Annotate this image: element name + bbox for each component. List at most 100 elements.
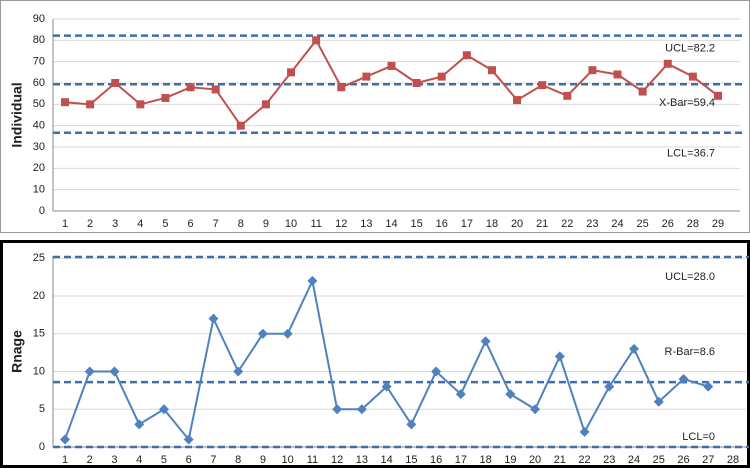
data-point bbox=[653, 396, 664, 407]
x-tick-label: 11 bbox=[307, 454, 318, 466]
y-tick-label: 70 bbox=[33, 56, 45, 68]
x-tick-label: 9 bbox=[263, 218, 269, 230]
x-tick-label: 2 bbox=[87, 454, 93, 466]
x-tick-label: 15 bbox=[405, 454, 417, 466]
data-point bbox=[505, 389, 516, 400]
x-tick-label: 21 bbox=[554, 454, 566, 466]
data-point bbox=[431, 366, 442, 377]
data-point bbox=[663, 59, 672, 68]
data-point bbox=[688, 72, 697, 81]
data-point bbox=[554, 351, 565, 362]
y-tick-label: 25 bbox=[33, 252, 45, 264]
data-point bbox=[134, 419, 145, 430]
top-panel bbox=[0, 0, 750, 233]
data-point bbox=[186, 83, 195, 92]
bottom-panel bbox=[0, 240, 750, 468]
x-tick-label: 18 bbox=[479, 454, 491, 466]
y-tick-label: 0 bbox=[39, 441, 45, 453]
data-point bbox=[437, 72, 446, 81]
y-tick-label: 80 bbox=[33, 34, 45, 46]
x-tick-label: 7 bbox=[213, 218, 219, 230]
x-tick-label: 23 bbox=[603, 454, 615, 466]
x-tick-label: 27 bbox=[702, 454, 714, 466]
x-tick-label: 4 bbox=[137, 218, 143, 230]
x-tick-label: 26 bbox=[662, 218, 674, 230]
data-point bbox=[455, 389, 466, 400]
x-tick-label: 8 bbox=[238, 218, 244, 230]
data-point bbox=[282, 328, 293, 339]
x-tick-label: 17 bbox=[461, 218, 473, 230]
x-tick-label: 7 bbox=[210, 454, 216, 466]
data-point bbox=[236, 121, 245, 130]
data-point bbox=[211, 85, 220, 94]
data-point bbox=[381, 381, 392, 392]
data-point bbox=[714, 91, 722, 100]
x-tick-label: 13 bbox=[356, 454, 368, 466]
data-point bbox=[60, 434, 70, 445]
x-tick-label: 14 bbox=[381, 454, 393, 466]
data-point bbox=[406, 419, 417, 430]
y-tick-label: 5 bbox=[39, 403, 45, 415]
x-tick-label: 20 bbox=[511, 218, 523, 230]
data-point bbox=[111, 79, 120, 87]
data-point bbox=[703, 381, 714, 392]
x-tick-label: 21 bbox=[536, 218, 548, 230]
data-point bbox=[678, 374, 689, 385]
y-tick-label: 50 bbox=[33, 98, 45, 110]
y-tick-label: 40 bbox=[33, 120, 45, 132]
data-point bbox=[638, 87, 647, 96]
data-point bbox=[61, 98, 69, 107]
x-tick-label: 5 bbox=[162, 218, 168, 230]
x-tick-label: 4 bbox=[136, 454, 142, 466]
data-point bbox=[158, 404, 169, 415]
data-point bbox=[161, 93, 170, 102]
control-limit-label: LCL=0 bbox=[682, 431, 715, 443]
x-tick-label: 12 bbox=[331, 454, 343, 466]
data-point bbox=[109, 366, 120, 377]
x-tick-label: 28 bbox=[687, 218, 699, 230]
data-point bbox=[233, 366, 244, 377]
data-point bbox=[337, 83, 346, 92]
x-tick-label: 3 bbox=[111, 454, 117, 466]
x-tick-label: 24 bbox=[611, 218, 623, 230]
data-point bbox=[387, 61, 396, 70]
data-point bbox=[86, 100, 95, 109]
data-point bbox=[629, 343, 640, 354]
x-tick-label: 23 bbox=[586, 218, 598, 230]
x-tick-label: 10 bbox=[282, 454, 294, 466]
data-point bbox=[332, 404, 343, 415]
x-tick-label: 10 bbox=[285, 218, 297, 230]
x-tick-label: 12 bbox=[335, 218, 347, 230]
data-point bbox=[538, 81, 547, 90]
y-tick-label: 90 bbox=[33, 13, 45, 25]
x-tick-label: 24 bbox=[628, 454, 640, 466]
data-point bbox=[613, 70, 622, 79]
control-limit-label: X-Bar=59.4 bbox=[659, 97, 715, 109]
data-point bbox=[412, 79, 421, 87]
y-tick-label: 60 bbox=[33, 77, 45, 89]
data-point bbox=[287, 68, 296, 77]
data-point bbox=[530, 404, 541, 415]
x-tick-label: 22 bbox=[561, 218, 573, 230]
data-point bbox=[307, 275, 318, 286]
x-tick-label: 16 bbox=[430, 454, 442, 466]
x-tick-label: 17 bbox=[455, 454, 467, 466]
x-tick-label: 22 bbox=[578, 454, 590, 466]
x-tick-label: 5 bbox=[161, 454, 167, 466]
y-tick-label: 30 bbox=[33, 141, 45, 153]
x-tick-label: 6 bbox=[188, 218, 194, 230]
data-point bbox=[356, 404, 367, 415]
y-tick-label: 10 bbox=[33, 184, 45, 196]
x-tick-label: 2 bbox=[87, 218, 93, 230]
x-tick-label: 15 bbox=[410, 218, 422, 230]
x-tick-label: 8 bbox=[235, 454, 241, 466]
x-tick-label: 9 bbox=[260, 454, 266, 466]
data-point bbox=[480, 336, 491, 347]
y-axis-title: Individual bbox=[9, 82, 25, 147]
control-limit-label: R-Bar=8.6 bbox=[665, 346, 715, 358]
data-point bbox=[208, 313, 219, 324]
x-tick-label: 13 bbox=[360, 218, 372, 230]
y-tick-label: 15 bbox=[33, 328, 45, 340]
x-tick-label: 26 bbox=[677, 454, 689, 466]
data-point bbox=[462, 51, 471, 60]
